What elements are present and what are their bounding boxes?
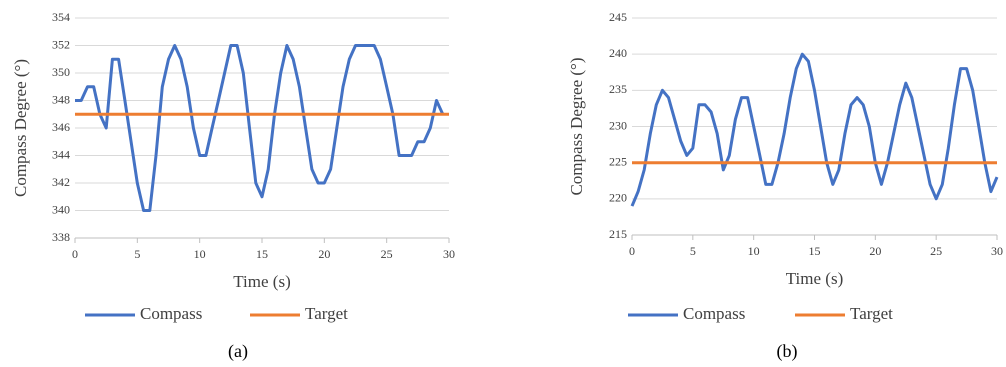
x-axis-title: Time (s)	[786, 269, 843, 288]
y-axis-title: Compass Degree (°)	[567, 57, 586, 195]
data-line	[630, 52, 999, 207]
data-line	[75, 44, 445, 212]
legend-label: Target	[850, 304, 893, 323]
x-tick-label: 30	[991, 244, 1003, 258]
legend-label: Compass	[140, 304, 202, 323]
y-tick-label: 245	[609, 10, 627, 24]
x-tick-label: 15	[256, 247, 268, 261]
y-tick-label: 344	[52, 147, 70, 161]
y-tick-label: 240	[609, 46, 627, 60]
x-tick-label: 5	[134, 247, 140, 261]
x-tick-label: 30	[443, 247, 455, 261]
legend-label: Target	[305, 304, 348, 323]
x-axis-title: Time (s)	[233, 272, 290, 291]
x-tick-label: 20	[318, 247, 330, 261]
y-tick-label: 342	[52, 175, 70, 189]
y-tick-label: 346	[52, 120, 70, 134]
y-tick-label: 340	[52, 202, 70, 216]
caption: (a)	[228, 341, 248, 362]
y-axis-title: Compass Degree (°)	[11, 59, 30, 197]
y-tick-label: 354	[52, 10, 70, 24]
y-tick-label: 220	[609, 191, 627, 205]
y-tick-label: 348	[52, 92, 70, 106]
x-tick-label: 15	[809, 244, 821, 258]
caption: (b)	[777, 341, 798, 362]
x-tick-label: 10	[748, 244, 760, 258]
y-tick-label: 215	[609, 227, 627, 241]
x-tick-label: 10	[194, 247, 206, 261]
x-tick-label: 25	[930, 244, 942, 258]
y-tick-label: 352	[52, 37, 70, 51]
x-tick-label: 20	[869, 244, 881, 258]
x-tick-label: 5	[690, 244, 696, 258]
x-tick-label: 25	[381, 247, 393, 261]
y-tick-label: 338	[52, 230, 70, 244]
y-tick-label: 225	[609, 154, 627, 168]
y-tick-label: 235	[609, 82, 627, 96]
x-tick-label: 0	[629, 244, 635, 258]
y-tick-label: 230	[609, 118, 627, 132]
legend-label: Compass	[683, 304, 745, 323]
y-tick-label: 350	[52, 65, 70, 79]
x-tick-label: 0	[72, 247, 78, 261]
